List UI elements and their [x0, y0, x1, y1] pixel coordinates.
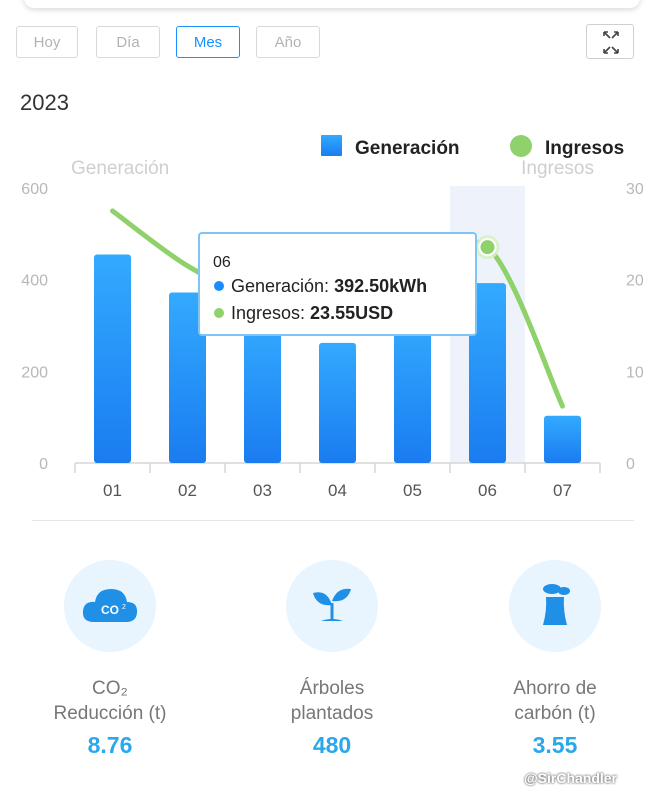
watermark: @SirChandler: [524, 770, 618, 786]
left-tick-label: 600: [21, 181, 48, 198]
generation-income-chart: Generación Ingresos 0 200 400 600 0 10 20 30 01 02 0…: [21, 135, 644, 500]
tooltip-row-value: 23.55USD: [310, 303, 393, 323]
bar-generacion: [319, 342, 356, 463]
highlight-point: [478, 238, 497, 257]
tooltip-marker: [214, 308, 224, 318]
tab-mes[interactable]: Mes: [176, 26, 240, 58]
bar-generacion: [244, 321, 281, 463]
tooltip-marker: [214, 281, 224, 291]
right-tick-label: 10: [626, 364, 644, 381]
factory-icon: [509, 560, 601, 652]
tab-hoy[interactable]: Hoy: [16, 26, 78, 58]
right-tick-label: 20: [626, 273, 644, 290]
top-card: [24, 0, 640, 8]
sprout-icon: [286, 560, 378, 652]
legend-swatch-generacion: [321, 135, 342, 156]
stat-trees-label: Árboles plantados: [290, 678, 374, 724]
stat-co2-value: 8.76: [87, 732, 133, 758]
svg-text:CO: CO: [101, 603, 119, 617]
svg-text:2: 2: [122, 604, 126, 611]
stat-co2: CO 2 CO₂ Reducción (t) 8.76: [15, 560, 205, 758]
legend-label-ingresos: Ingresos: [545, 138, 624, 159]
divider: [32, 520, 634, 521]
tooltip-row-label: Generación:: [231, 276, 334, 296]
tab-dia[interactable]: Día: [96, 26, 160, 58]
stat-trees: Árboles plantados 480: [237, 560, 427, 758]
tooltip-row-label: Ingresos:: [231, 303, 310, 323]
expand-button[interactable]: [586, 24, 634, 59]
right-axis-title: Ingresos: [521, 158, 594, 179]
x-tick-label: 01: [103, 481, 122, 500]
tab-ano[interactable]: Año: [256, 26, 320, 58]
tooltip-box: [198, 232, 477, 336]
co2-cloud-icon: CO 2: [64, 560, 156, 652]
tooltip-row: Ingresos: 23.55USD: [231, 303, 393, 323]
stat-coal: Ahorro de carbón (t) 3.55: [460, 560, 650, 758]
tooltip-title: 06: [213, 254, 231, 271]
stat-co2-label: CO₂ Reducción (t): [53, 678, 167, 724]
x-tick-label: 02: [178, 481, 197, 500]
left-tick-label: 200: [21, 364, 48, 381]
stat-coal-label: Ahorro de carbón (t): [513, 678, 597, 724]
bar-generacion: [169, 292, 206, 463]
stat-coal-value: 3.55: [532, 732, 578, 758]
stat-trees-value: 480: [312, 732, 352, 758]
left-tick-label: 400: [21, 273, 48, 290]
fullscreen-icon: [603, 31, 619, 54]
left-tick-label: 0: [39, 456, 48, 473]
right-tick-label: 0: [626, 456, 635, 473]
bar-generacion: [544, 415, 581, 463]
bar-generacion: [469, 283, 506, 463]
legend-swatch-ingresos: [510, 135, 532, 157]
legend-label-generacion: Generación: [355, 138, 460, 159]
x-tick-label: 03: [253, 481, 272, 500]
x-tick-label: 05: [403, 481, 422, 500]
right-tick-label: 30: [626, 181, 644, 198]
tooltip-row: Generación: 392.50kWh: [231, 276, 427, 296]
x-tick-label: 07: [553, 481, 572, 500]
bar-generacion: [394, 317, 431, 463]
x-tick-label: 04: [328, 481, 347, 500]
bar-generacion: [94, 254, 131, 463]
x-tick-label: 06: [478, 481, 497, 500]
left-axis-title: Generación: [71, 158, 169, 179]
year-label: 2023: [20, 90, 69, 115]
tooltip-row-value: 392.50kWh: [334, 276, 427, 296]
